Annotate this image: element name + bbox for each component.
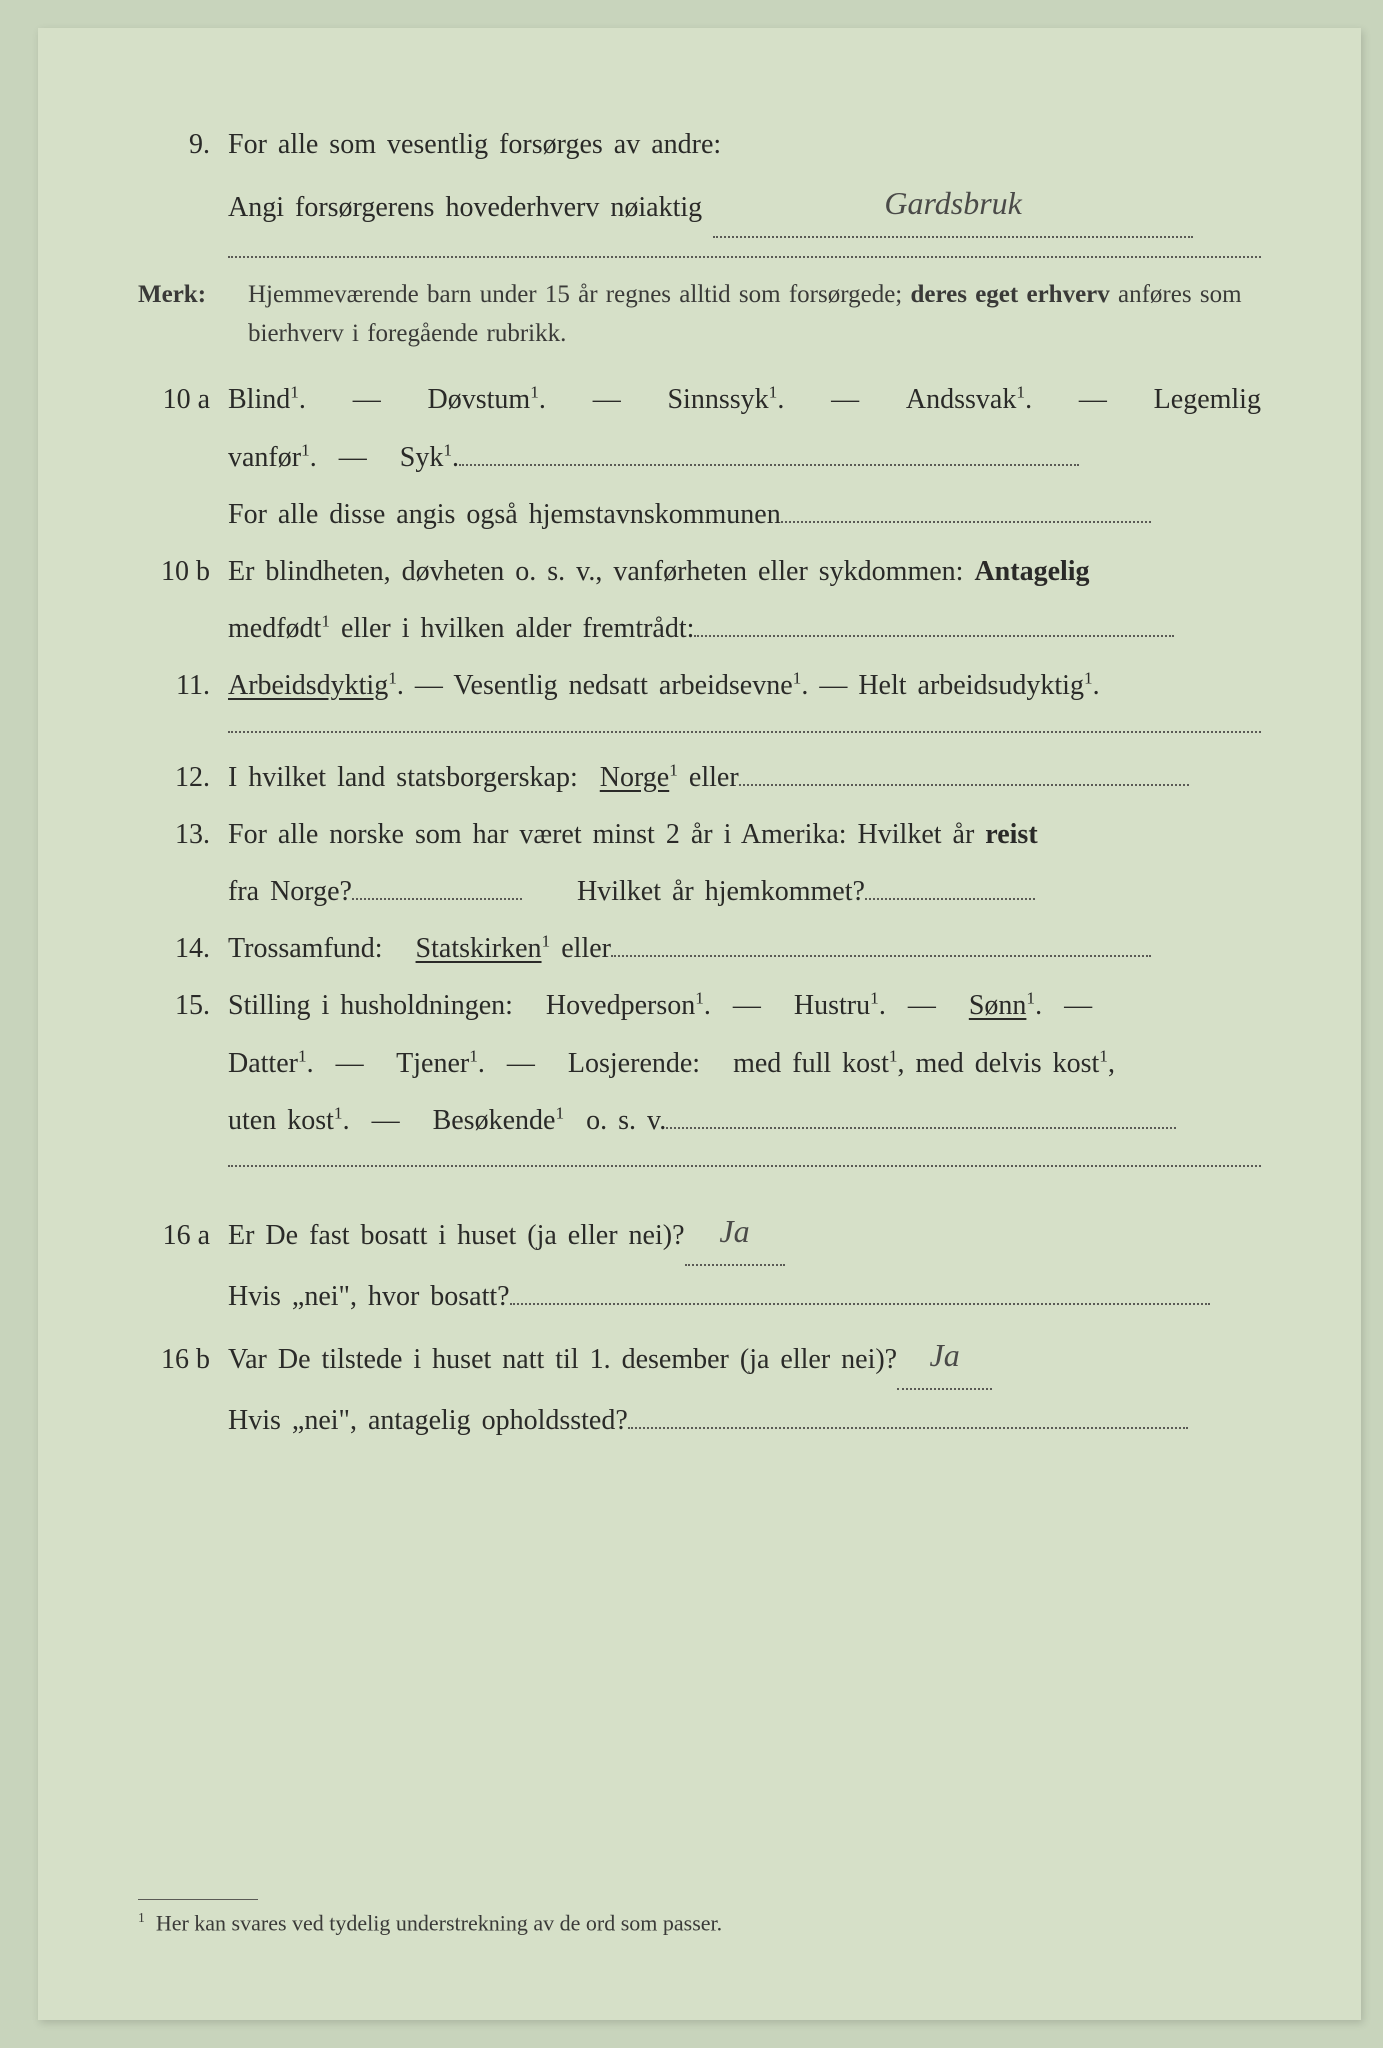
q15-row: 15. Stilling i husholdningen: Hovedperso… bbox=[138, 979, 1261, 1032]
q15-line2: Datter1. — Tjener1. — Losjerende: med fu… bbox=[138, 1037, 1261, 1090]
q13-row: 13. For alle norske som har været minst … bbox=[138, 808, 1261, 861]
q10a-line3: For alle disse angis også hjemstavnskomm… bbox=[138, 488, 1261, 541]
q13-number: 13. bbox=[138, 808, 228, 861]
q12-field[interactable] bbox=[739, 784, 1189, 786]
q15-line1: Stilling i husholdningen: Hovedperson1. … bbox=[228, 979, 1261, 1032]
q11-row: 11. Arbeidsdyktig1. — Vesentlig nedsatt … bbox=[138, 659, 1261, 712]
q11-rule bbox=[228, 731, 1261, 733]
q15-rule bbox=[228, 1165, 1261, 1167]
q12-text: I hvilket land statsborgerskap: Norge1 e… bbox=[228, 751, 1261, 804]
form-page: 9. For alle som vesentlig forsørges av a… bbox=[38, 28, 1361, 2020]
q10a-field2[interactable] bbox=[781, 521, 1151, 523]
q16a-row: 16 a Er De fast bosatt i huset (ja eller… bbox=[138, 1203, 1261, 1266]
q13-field1[interactable] bbox=[352, 898, 522, 900]
q13-field2[interactable] bbox=[865, 898, 1035, 900]
q10a-line2: vanfør1. — Syk1. bbox=[138, 431, 1261, 484]
q13-line2: fra Norge? Hvilket år hjemkommet? bbox=[138, 865, 1261, 918]
q10a-field1[interactable] bbox=[459, 464, 1079, 466]
q11-number: 11. bbox=[138, 659, 228, 712]
q13-text: For alle norske som har været minst 2 år… bbox=[228, 808, 1261, 861]
q15-line3: uten kost1. — Besøkende1 o. s. v. bbox=[138, 1094, 1261, 1147]
q14-number: 14. bbox=[138, 922, 228, 975]
q11-opts: Arbeidsdyktig1. — Vesentlig nedsatt arbe… bbox=[228, 659, 1261, 712]
q9-rule bbox=[228, 256, 1261, 258]
q16b-number: 16 b bbox=[138, 1333, 228, 1386]
q15-number: 15. bbox=[138, 979, 228, 1032]
merk-text: Hjemmeværende barn under 15 år regnes al… bbox=[248, 276, 1261, 354]
q12-row: 12. I hvilket land statsborgerskap: Norg… bbox=[138, 751, 1261, 804]
footnote-rule bbox=[138, 1899, 258, 1900]
q9-answer-field[interactable]: Gardsbruk bbox=[713, 175, 1193, 238]
q16a-text: Er De fast bosatt i huset (ja eller nei)… bbox=[228, 1203, 1261, 1266]
q9-handwritten: Gardsbruk bbox=[884, 173, 1021, 234]
footnote-num: 1 bbox=[138, 1910, 145, 1925]
merk-label: Merk: bbox=[138, 276, 248, 354]
q14-row: 14. Trossamfund: Statskirken1 eller bbox=[138, 922, 1261, 975]
q16a-field1[interactable]: Ja bbox=[685, 1203, 785, 1266]
q16b-row: 16 b Var De tilstede i huset natt til 1.… bbox=[138, 1327, 1261, 1390]
footnote-text: Her kan svares ved tydelig understreknin… bbox=[156, 1910, 722, 1935]
q14-text: Trossamfund: Statskirken1 eller bbox=[228, 922, 1261, 975]
q16b-line2: Hvis „nei", antagelig opholdssted? bbox=[138, 1394, 1261, 1447]
q16b-field2[interactable] bbox=[628, 1427, 1188, 1429]
q16a-field2[interactable] bbox=[510, 1303, 1210, 1305]
q12-number: 12. bbox=[138, 751, 228, 804]
q9-row1: 9. For alle som vesentlig forsørges av a… bbox=[138, 118, 1261, 171]
q14-field[interactable] bbox=[611, 955, 1151, 957]
q10b-text: Er blindheten, døvheten o. s. v., vanfør… bbox=[228, 545, 1261, 598]
q9-number: 9. bbox=[138, 118, 228, 171]
q9-line1: For alle som vesentlig forsørges av andr… bbox=[228, 118, 1261, 171]
q10b-field[interactable] bbox=[694, 635, 1174, 637]
q16a-line2: Hvis „nei", hvor bosatt? bbox=[138, 1270, 1261, 1323]
q9-line2: Angi forsørgerens hovederhverv nøiaktig … bbox=[138, 175, 1261, 238]
q10b-number: 10 b bbox=[138, 545, 228, 598]
q15-field[interactable] bbox=[666, 1127, 1176, 1129]
merk-block: Merk: Hjemmeværende barn under 15 år reg… bbox=[138, 276, 1261, 354]
q16b-text: Var De tilstede i huset natt til 1. dese… bbox=[228, 1327, 1261, 1390]
q9-prompt: Angi forsørgerens hovederhverv nøiaktig bbox=[228, 192, 702, 223]
q10b-line2: medfødt1 eller i hvilken alder fremtrådt… bbox=[138, 602, 1261, 655]
q16a-number: 16 a bbox=[138, 1209, 228, 1262]
q10a-number: 10 a bbox=[138, 373, 228, 426]
q10b-row: 10 b Er blindheten, døvheten o. s. v., v… bbox=[138, 545, 1261, 598]
q16b-field1[interactable]: Ja bbox=[897, 1327, 992, 1390]
q10a-opts: Blind1. — Døvstum1. — Sinnssyk1. — Andss… bbox=[228, 373, 1261, 426]
footnote: 1 Her kan svares ved tydelig understrekn… bbox=[138, 1899, 1261, 1936]
q10a-row: 10 a Blind1. — Døvstum1. — Sinnssyk1. — … bbox=[138, 373, 1261, 426]
